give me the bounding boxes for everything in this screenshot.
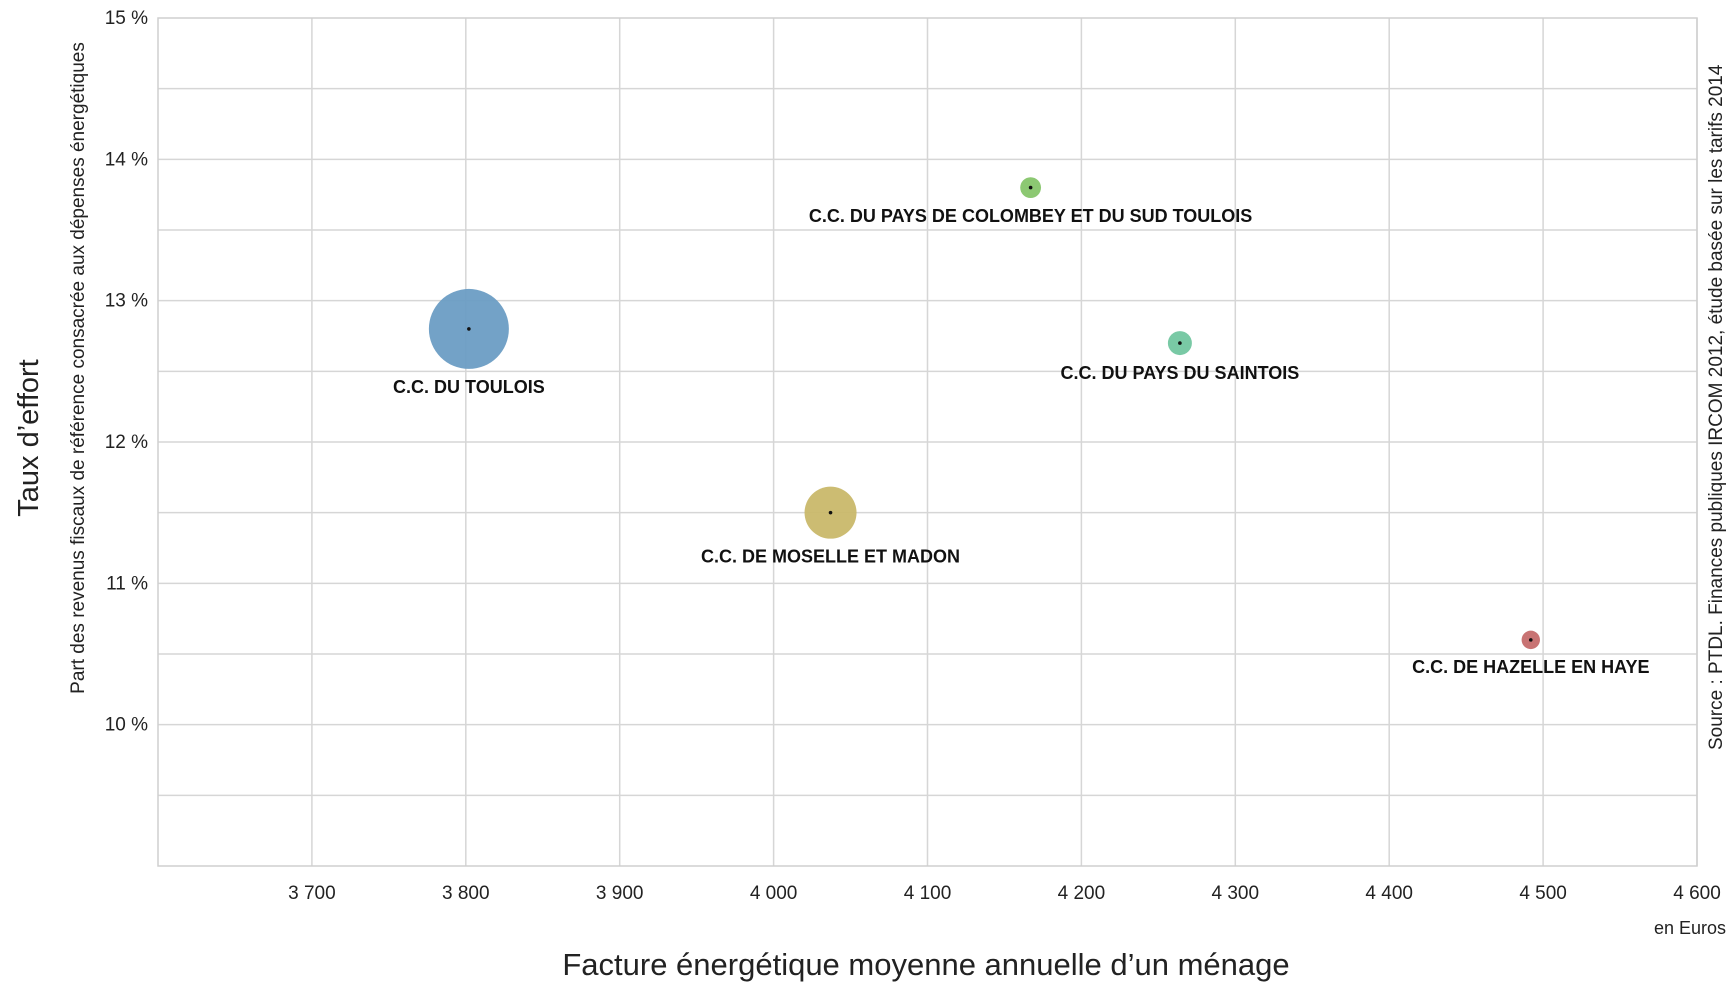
- x-tick-label: 4 400: [1365, 883, 1413, 904]
- y-axis-title: Taux d’effort: [13, 359, 45, 516]
- bubble-center-dot: [1528, 638, 1533, 642]
- plot-border: [157, 17, 1698, 867]
- plot-frame: [157, 17, 1698, 867]
- bubble-label: C.C. DU TOULOIS: [393, 377, 545, 397]
- bubble-label: C.C. DU PAYS DU SAINTOIS: [1061, 363, 1300, 383]
- bubble-center-dot: [828, 510, 833, 515]
- bubble-labels: C.C. DU TOULOIS C.C. DU PAYS DE COLOMBEY …: [393, 206, 1649, 677]
- bubble-center-dot: [1028, 185, 1033, 190]
- x-tick-label: 4 600: [1673, 883, 1721, 904]
- bubble-label: C.C. DE HAZELLE EN HAYE: [1412, 657, 1649, 677]
- grid-lines: [158, 18, 1698, 866]
- x-tick-label: 4 000: [750, 883, 798, 904]
- x-tick-label: 3 900: [596, 883, 644, 904]
- bubble-label: C.C. DU PAYS DE COLOMBEY ET DU SUD TOULO…: [809, 206, 1252, 226]
- y-tick-label: 13 %: [105, 291, 148, 312]
- y-tick-label: 14 %: [105, 149, 148, 170]
- x-tick-label: 4 500: [1519, 883, 1567, 904]
- y-axis-ticks: 10 % 11 % 12 % 13 % 14 % 15 %: [105, 8, 148, 736]
- x-axis-ticks: 3 700 3 800 3 900 4 000 4 100 4 200 4 300 4 400…: [288, 883, 1721, 904]
- bubble-center-dot: [1178, 341, 1182, 345]
- bubble-label: C.C. DE MOSELLE ET MADON: [701, 547, 960, 567]
- x-axis-title: Facture énergétique moyenne annuelle d’u…: [562, 947, 1289, 982]
- x-tick-label: 3 700: [288, 883, 336, 904]
- y-tick-label: 11 %: [106, 573, 148, 594]
- y-tick-label: 15 %: [105, 8, 148, 29]
- x-axis-unit: en Euros: [1654, 918, 1726, 938]
- y-tick-label: 12 %: [105, 432, 148, 453]
- x-tick-label: 4 200: [1058, 883, 1106, 904]
- source-note: Source : PTDL. Finances publiques IRCOM …: [1706, 64, 1727, 750]
- y-tick-label: 10 %: [105, 715, 148, 736]
- x-tick-label: 3 800: [442, 883, 490, 904]
- bubbles: [428, 177, 1540, 650]
- bubble-center-dot: [467, 327, 471, 331]
- x-tick-label: 4 100: [904, 883, 952, 904]
- x-tick-label: 4 300: [1212, 883, 1260, 904]
- y-axis-subtitle: Part des revenus fiscaux de référence co…: [68, 42, 89, 694]
